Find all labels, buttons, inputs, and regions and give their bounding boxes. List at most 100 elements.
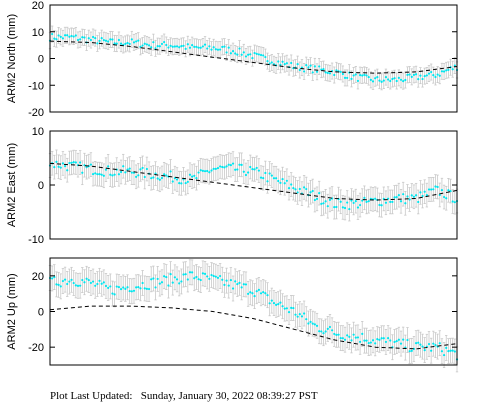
- data-point: [275, 177, 278, 180]
- data-point: [331, 329, 334, 332]
- data-point: [449, 349, 452, 352]
- data-point: [188, 271, 192, 274]
- data-point: [154, 286, 157, 289]
- data-point: [163, 173, 166, 176]
- data-point: [61, 162, 65, 165]
- data-point: [324, 330, 327, 333]
- data-point: [279, 63, 282, 66]
- data-point: [141, 44, 144, 47]
- data-point: [91, 172, 95, 176]
- data-point: [374, 197, 377, 200]
- data-point: [163, 40, 166, 44]
- data-point: [72, 281, 75, 285]
- data-point: [432, 188, 435, 191]
- data-point: [266, 60, 269, 63]
- data-point: [283, 63, 286, 66]
- data-point: [279, 181, 282, 184]
- data-point: [270, 299, 273, 302]
- data-point: [212, 274, 215, 278]
- data-point: [356, 206, 360, 209]
- data-point: [333, 206, 336, 209]
- data-point: [74, 284, 77, 287]
- data-point: [380, 204, 383, 207]
- data-point: [281, 177, 284, 181]
- data-point: [406, 73, 409, 76]
- data-point: [313, 198, 316, 202]
- data-point: [238, 163, 241, 166]
- data-point: [367, 200, 370, 203]
- data-point: [333, 332, 336, 336]
- data-point: [419, 191, 422, 194]
- data-point: [231, 162, 235, 165]
- data-point: [186, 278, 189, 281]
- data-point: [287, 186, 291, 190]
- data-point: [251, 292, 254, 295]
- data-point: [440, 189, 444, 192]
- data-point: [216, 276, 220, 279]
- data-point: [315, 70, 319, 73]
- data-point: [150, 46, 153, 49]
- data-point: [257, 53, 260, 56]
- data-point: [100, 173, 103, 176]
- data-point: [175, 178, 179, 181]
- data-point: [447, 68, 450, 71]
- data-point: [85, 166, 88, 169]
- data-point: [318, 192, 321, 195]
- data-point: [361, 332, 364, 335]
- data-point: [70, 161, 73, 164]
- data-point: [365, 339, 368, 342]
- data-point: [137, 285, 140, 289]
- data-point: [137, 39, 140, 42]
- data-point: [214, 167, 217, 170]
- data-point: [272, 177, 276, 180]
- data-point: [348, 207, 351, 211]
- data-point: [94, 37, 97, 40]
- data-point: [98, 279, 101, 282]
- data-point: [61, 279, 65, 283]
- data-point: [236, 168, 239, 171]
- y-axis-label-north: ARM2 North (mm): [6, 14, 18, 103]
- y-tick-label: -10: [28, 80, 44, 92]
- data-point: [296, 315, 299, 318]
- data-point: [72, 161, 75, 164]
- data-point: [447, 350, 450, 353]
- data-point: [358, 340, 362, 343]
- data-point: [348, 335, 351, 338]
- data-point: [386, 336, 390, 340]
- data-point: [175, 45, 179, 48]
- data-point: [201, 45, 204, 48]
- data-point: [201, 169, 204, 172]
- data-point: [59, 35, 62, 38]
- data-point: [309, 320, 312, 323]
- data-point: [150, 177, 153, 180]
- data-point: [281, 305, 284, 308]
- data-point: [389, 339, 392, 342]
- data-point: [315, 324, 319, 327]
- data-point: [341, 72, 344, 76]
- data-point: [178, 182, 181, 185]
- data-point: [380, 337, 383, 340]
- data-point: [399, 200, 403, 203]
- data-point: [249, 165, 252, 169]
- data-point: [395, 339, 398, 343]
- data-point: [63, 278, 67, 281]
- data-point: [89, 38, 93, 42]
- data-point: [107, 165, 110, 168]
- data-point: [292, 186, 295, 190]
- data-point: [167, 284, 170, 287]
- data-point: [191, 44, 194, 47]
- data-point: [451, 349, 454, 352]
- data-point: [389, 79, 392, 83]
- data-point: [147, 287, 151, 291]
- data-point: [197, 278, 200, 281]
- data-point: [72, 35, 75, 38]
- data-point: [206, 169, 209, 173]
- data-point: [290, 61, 293, 65]
- data-point: [109, 173, 112, 176]
- data-point: [363, 339, 366, 342]
- data-point: [356, 336, 360, 339]
- y-axis-label-east: ARM2 East (mm): [6, 143, 18, 227]
- data-point: [417, 341, 420, 344]
- data-point: [305, 187, 308, 191]
